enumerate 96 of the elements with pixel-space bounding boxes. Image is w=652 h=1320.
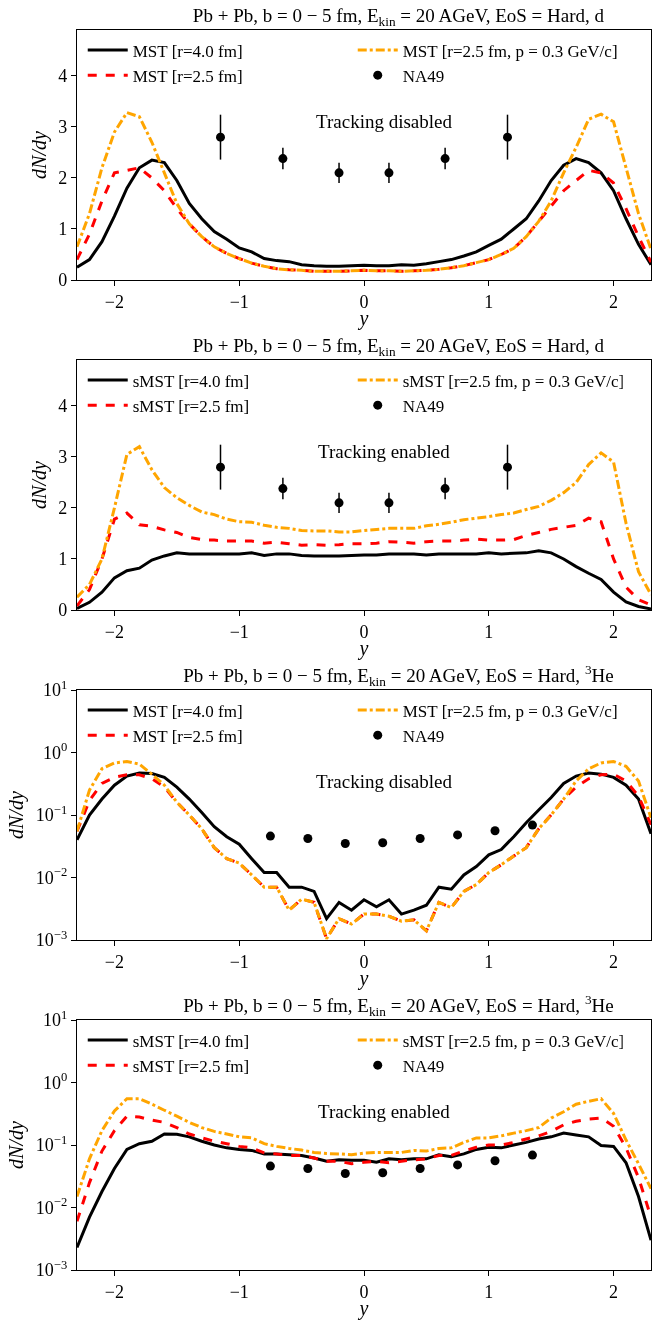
line-series bbox=[77, 1097, 651, 1198]
y-tick-label: 10$^{−3}$ bbox=[35, 927, 68, 951]
point bbox=[503, 132, 512, 142]
point bbox=[378, 1168, 388, 1178]
point bbox=[503, 462, 512, 472]
line-series bbox=[77, 111, 651, 273]
point bbox=[384, 168, 394, 178]
chart-title: Pb + Pb, b = 0 − 5 fm, E$_{kin}$ = 20 AGeV, EoS = Hard, d bbox=[192, 4, 605, 29]
point bbox=[453, 830, 463, 840]
legend-label: MST [r=2.5 fm] bbox=[132, 726, 243, 746]
y-axis-title: dN/dy bbox=[27, 130, 51, 179]
y-tick-label: 10$^{−2}$ bbox=[35, 865, 68, 888]
line-series bbox=[77, 511, 651, 608]
legend-label: MST [r=2.5 fm, p = 0.3 GeV/c] bbox=[402, 41, 618, 61]
point bbox=[216, 132, 225, 142]
y-tick-label: 2 bbox=[58, 168, 68, 189]
point bbox=[415, 1164, 425, 1174]
x-tick-label: −1 bbox=[229, 621, 249, 642]
legend-label: NA49 bbox=[402, 726, 445, 746]
point bbox=[440, 484, 450, 494]
point bbox=[334, 168, 344, 178]
y-tick-label: 10$^{1}$ bbox=[42, 677, 68, 701]
x-tick-label: −2 bbox=[104, 291, 125, 312]
point bbox=[490, 1156, 500, 1166]
point bbox=[527, 820, 537, 830]
point bbox=[453, 1160, 463, 1170]
x-tick-label: 1 bbox=[484, 951, 494, 972]
point bbox=[278, 484, 288, 494]
legend-label: sMST [r=4.0 fm] bbox=[132, 371, 250, 391]
legend-label: NA49 bbox=[402, 396, 445, 416]
point bbox=[340, 839, 350, 848]
legend-label: MST [r=2.5 fm, p = 0.3 GeV/c] bbox=[402, 701, 618, 721]
y-tick-label: 1 bbox=[58, 549, 68, 570]
x-tick-label: −1 bbox=[229, 951, 249, 972]
legend-label: sMST [r=2.5 fm, p = 0.3 GeV/c] bbox=[402, 1031, 625, 1051]
y-tick-label: 10$^{0}$ bbox=[42, 740, 68, 763]
annotation: Tracking enabled bbox=[318, 1101, 451, 1122]
x-tick-label: 2 bbox=[609, 621, 619, 642]
x-tick-label: −2 bbox=[104, 1281, 125, 1302]
point bbox=[303, 834, 313, 844]
y-axis-title: dN/dy bbox=[5, 1120, 29, 1169]
y-tick-label: 10$^{−1}$ bbox=[35, 802, 68, 826]
x-tick-label: −1 bbox=[229, 1281, 249, 1302]
legend-label: MST [r=4.0 fm] bbox=[132, 41, 243, 61]
point bbox=[265, 1161, 275, 1171]
x-tick-label: 1 bbox=[484, 1281, 494, 1302]
y-tick-label: 3 bbox=[58, 117, 68, 138]
point bbox=[415, 834, 425, 844]
x-tick-label: 2 bbox=[609, 1281, 619, 1302]
y-axis-title: dN/dy bbox=[5, 790, 29, 839]
y-tick-label: 3 bbox=[58, 447, 68, 468]
y-tick-label: 4 bbox=[58, 66, 68, 87]
y-axis-title: dN/dy bbox=[27, 460, 51, 509]
point bbox=[265, 831, 275, 841]
annotation: Tracking disabled bbox=[316, 111, 453, 132]
y-tick-label: 10$^{−3}$ bbox=[35, 1257, 68, 1281]
point bbox=[490, 826, 500, 836]
x-tick-label: 1 bbox=[484, 291, 494, 312]
point bbox=[440, 154, 450, 164]
point bbox=[527, 1150, 537, 1160]
y-tick-label: 4 bbox=[58, 396, 68, 417]
annotation: Tracking enabled bbox=[318, 441, 451, 462]
y-tick-label: 10$^{−2}$ bbox=[35, 1195, 68, 1218]
point bbox=[334, 498, 344, 508]
y-tick-label: 10$^{−1}$ bbox=[35, 1132, 68, 1156]
point bbox=[384, 498, 394, 508]
legend-label: sMST [r=2.5 fm] bbox=[132, 1056, 250, 1076]
x-tick-label: 2 bbox=[609, 291, 619, 312]
x-tick-label: −1 bbox=[229, 291, 249, 312]
annotation: Tracking disabled bbox=[316, 771, 453, 792]
legend-label: NA49 bbox=[402, 1056, 445, 1076]
x-tick-label: 2 bbox=[609, 951, 619, 972]
x-tick-label: −2 bbox=[104, 951, 125, 972]
y-tick-label: 10$^{0}$ bbox=[42, 1070, 68, 1093]
point bbox=[278, 154, 288, 164]
point bbox=[378, 838, 388, 848]
legend-label: sMST [r=2.5 fm, p = 0.3 GeV/c] bbox=[402, 371, 625, 391]
y-tick-label: 0 bbox=[58, 270, 68, 291]
y-tick-label: 2 bbox=[58, 498, 68, 519]
chart-title: Pb + Pb, b = 0 − 5 fm, E$_{kin}$ = 20 AGeV, EoS = Hard, $^{3}$He bbox=[183, 991, 614, 1019]
x-tick-label: 1 bbox=[484, 621, 494, 642]
point bbox=[216, 462, 225, 472]
y-tick-label: 1 bbox=[58, 219, 68, 240]
x-tick-label: −2 bbox=[104, 621, 125, 642]
legend-label: NA49 bbox=[402, 66, 445, 86]
legend-label: sMST [r=2.5 fm] bbox=[132, 396, 250, 416]
legend-label: sMST [r=4.0 fm] bbox=[132, 1031, 250, 1051]
legend-label: MST [r=4.0 fm] bbox=[132, 701, 243, 721]
chart-title: Pb + Pb, b = 0 − 5 fm, E$_{kin}$ = 20 AGeV, EoS = Hard, $^{3}$He bbox=[183, 661, 614, 689]
point bbox=[340, 1169, 350, 1178]
legend-label: MST [r=2.5 fm] bbox=[132, 66, 243, 86]
point bbox=[303, 1164, 313, 1174]
line-series bbox=[77, 445, 651, 599]
chart-title: Pb + Pb, b = 0 − 5 fm, E$_{kin}$ = 20 AGeV, EoS = Hard, d bbox=[192, 334, 605, 359]
y-tick-label: 0 bbox=[58, 600, 68, 621]
y-tick-label: 10$^{1}$ bbox=[42, 1007, 68, 1031]
